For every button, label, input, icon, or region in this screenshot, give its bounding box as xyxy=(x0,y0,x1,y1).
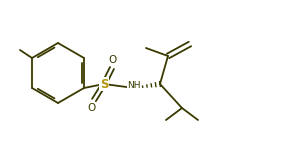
Text: O: O xyxy=(109,55,117,65)
Text: O: O xyxy=(88,103,96,113)
Text: NH: NH xyxy=(127,81,141,91)
Text: S: S xyxy=(100,78,108,91)
